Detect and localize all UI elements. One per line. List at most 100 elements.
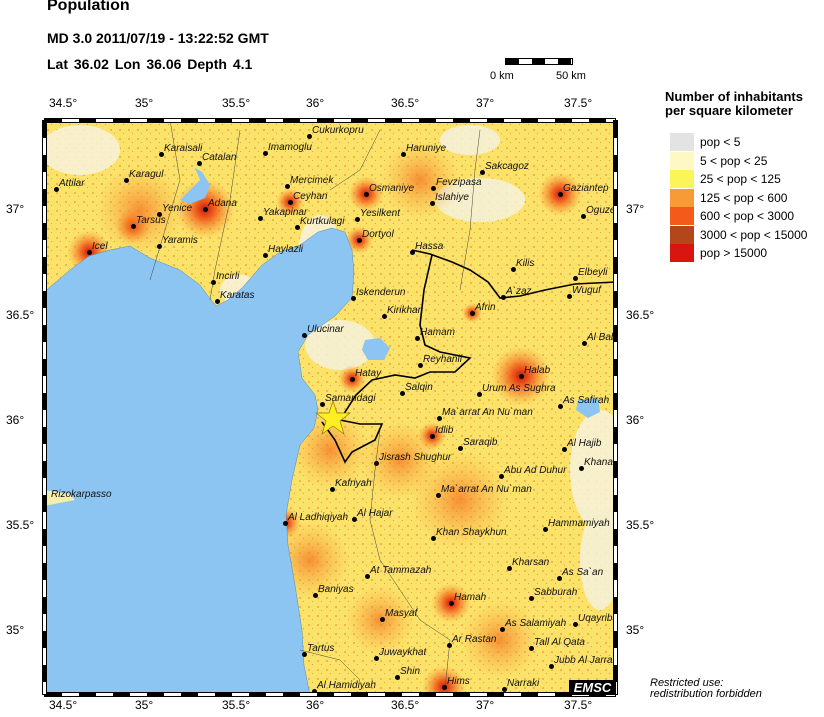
city-label[interactable]: Rizokarpasso bbox=[51, 489, 112, 500]
city-label[interactable]: Haylazli bbox=[268, 244, 304, 255]
city-label[interactable]: Shin bbox=[400, 666, 421, 677]
city-label[interactable]: Hims bbox=[447, 676, 470, 687]
epicenter-star-icon[interactable] bbox=[315, 399, 351, 435]
city-dot bbox=[211, 280, 216, 285]
legend-swatch bbox=[670, 170, 694, 188]
legend-label: pop > 15000 bbox=[700, 246, 768, 260]
restriction-line1: Restricted use: bbox=[650, 677, 724, 689]
city-label[interactable]: Oguzeli bbox=[586, 205, 616, 216]
legend-swatch bbox=[670, 151, 694, 170]
city-label[interactable]: Tartus bbox=[307, 643, 335, 654]
city-label[interactable]: Mercimek bbox=[290, 175, 334, 186]
city-label[interactable]: Ma`arrat An Nu`man bbox=[442, 407, 533, 418]
city-label[interactable]: Juwaykhat bbox=[379, 647, 427, 658]
city-label[interactable]: Ulucinar bbox=[307, 324, 344, 335]
city-label[interactable]: Hamah bbox=[454, 592, 487, 603]
city-label[interactable]: Urum As Sughra bbox=[482, 383, 556, 394]
city-label[interactable]: Yenice bbox=[162, 203, 193, 214]
city-label[interactable]: Hassa bbox=[415, 241, 444, 252]
city-label[interactable]: Al Bab bbox=[587, 332, 616, 343]
city-label[interactable]: Fevzipasa bbox=[436, 177, 482, 188]
event-info: MD 3.0 2011/07/19 - 13:22:52 GMT bbox=[47, 30, 269, 46]
city-label[interactable]: Yakapinar bbox=[263, 207, 308, 218]
city-label[interactable]: Icel bbox=[92, 241, 108, 252]
lon-tick-label: 35° bbox=[135, 698, 154, 712]
city-dot bbox=[159, 152, 164, 157]
legend-item: pop > 15000 bbox=[670, 244, 824, 262]
city-label[interactable]: Islahiye bbox=[435, 192, 469, 203]
city-label[interactable]: Idlib bbox=[435, 425, 454, 436]
city-label[interactable]: As Sa`an bbox=[562, 567, 604, 578]
lat-tick-label: 36° bbox=[6, 413, 25, 427]
city-dot bbox=[87, 250, 92, 255]
city-label[interactable]: Baniyas bbox=[318, 584, 354, 595]
city-label[interactable]: Jubb Al Jarrah bbox=[554, 655, 616, 666]
city-label[interactable]: Uqayribat bbox=[578, 613, 616, 624]
city-label[interactable]: Masyaf bbox=[385, 608, 418, 619]
city-dot bbox=[543, 527, 548, 532]
city-label[interactable]: Karaisali bbox=[164, 143, 203, 154]
city-label[interactable]: Attilar bbox=[59, 178, 85, 189]
city-label[interactable]: Catalan bbox=[202, 152, 237, 163]
city-label[interactable]: A`zaz bbox=[506, 286, 532, 297]
city-label[interactable]: Halab bbox=[524, 365, 551, 376]
city-label[interactable]: As Salamiyah bbox=[505, 618, 567, 629]
city-label[interactable]: Kurtkulagi bbox=[300, 216, 345, 227]
city-label[interactable]: Narraki bbox=[507, 678, 540, 689]
city-label[interactable]: Afrin bbox=[475, 302, 496, 313]
city-label[interactable]: Karatas bbox=[220, 290, 255, 301]
city-dot bbox=[258, 216, 263, 221]
city-label[interactable]: Hatay bbox=[355, 368, 382, 379]
city-label[interactable]: Elbeyli bbox=[578, 267, 608, 278]
city-label[interactable]: Ceyhan bbox=[293, 191, 328, 202]
city-label[interactable]: Adana bbox=[208, 198, 237, 209]
city-label[interactable]: Al Hajar bbox=[357, 508, 393, 519]
lat-tick-label: 35.5° bbox=[6, 518, 35, 532]
city-label[interactable]: Kafriyah bbox=[335, 478, 372, 489]
city-label[interactable]: Khanasir bbox=[584, 457, 616, 468]
city-label[interactable]: Saraqib bbox=[463, 437, 498, 448]
city-label[interactable]: Karagul bbox=[129, 169, 164, 180]
city-label[interactable]: Kilis bbox=[516, 258, 535, 269]
city-label[interactable]: Tarsus bbox=[136, 215, 166, 226]
city-label[interactable]: Dortyol bbox=[362, 229, 394, 240]
city-label[interactable]: Khan Shaykhun bbox=[436, 527, 507, 538]
city-label[interactable]: Tall Al Qata bbox=[534, 637, 585, 648]
city-label[interactable]: Yaramis bbox=[162, 235, 198, 246]
city-label[interactable]: Iskenderun bbox=[356, 287, 406, 298]
city-label[interactable]: Samandagi bbox=[325, 393, 376, 404]
population-map[interactable]: KadirliCukurkopruKaraisaliCatalanImamogl… bbox=[44, 120, 616, 695]
city-label[interactable]: Ar Rastan bbox=[452, 634, 497, 645]
city-label[interactable]: Jisrash Shughur bbox=[379, 452, 452, 463]
city-dot bbox=[549, 664, 554, 669]
city-label[interactable]: Ma`arrat An Nu`man bbox=[441, 484, 532, 495]
city-label[interactable]: Salqin bbox=[405, 382, 433, 393]
city-label[interactable]: Osmaniye bbox=[369, 183, 415, 194]
city-label[interactable]: Yesilkent bbox=[360, 208, 401, 219]
city-label[interactable]: Hamam bbox=[420, 327, 456, 338]
city-label[interactable]: Haruniye bbox=[406, 143, 447, 154]
city-label[interactable]: Hammamiyah bbox=[548, 518, 610, 529]
city-label[interactable]: Abu Ad Duhur bbox=[504, 465, 567, 476]
city-label[interactable]: Al Ladhiqiyah bbox=[288, 512, 349, 523]
legend-label: 125 < pop < 600 bbox=[700, 190, 788, 205]
city-label[interactable]: At Tammazah bbox=[370, 565, 432, 576]
city-label[interactable]: Sakcagoz bbox=[485, 161, 529, 172]
city-dot bbox=[355, 217, 360, 222]
city-dot bbox=[519, 374, 524, 379]
city-label[interactable]: Kirikhan bbox=[387, 305, 424, 316]
city-label[interactable]: Reyhanli bbox=[423, 354, 462, 365]
city-label[interactable]: Al Hamidiyah bbox=[317, 680, 376, 691]
city-label[interactable]: Gaziantep bbox=[563, 183, 609, 194]
lat-tick-label: 36.5° bbox=[626, 308, 655, 322]
city-label[interactable]: Wuguf bbox=[572, 285, 601, 296]
lon-tick-label: 36.5° bbox=[391, 96, 420, 110]
city-label[interactable]: Al Hajib bbox=[567, 438, 602, 449]
city-dot bbox=[581, 214, 586, 219]
city-label[interactable]: As Safirah bbox=[563, 395, 610, 406]
city-label[interactable]: Kharsan bbox=[512, 557, 550, 568]
city-label[interactable]: Cukurkopru bbox=[312, 125, 364, 136]
city-label[interactable]: Incirli bbox=[216, 271, 240, 282]
city-label[interactable]: Imamoglu bbox=[268, 142, 312, 153]
city-label[interactable]: Sabburah bbox=[534, 587, 578, 598]
